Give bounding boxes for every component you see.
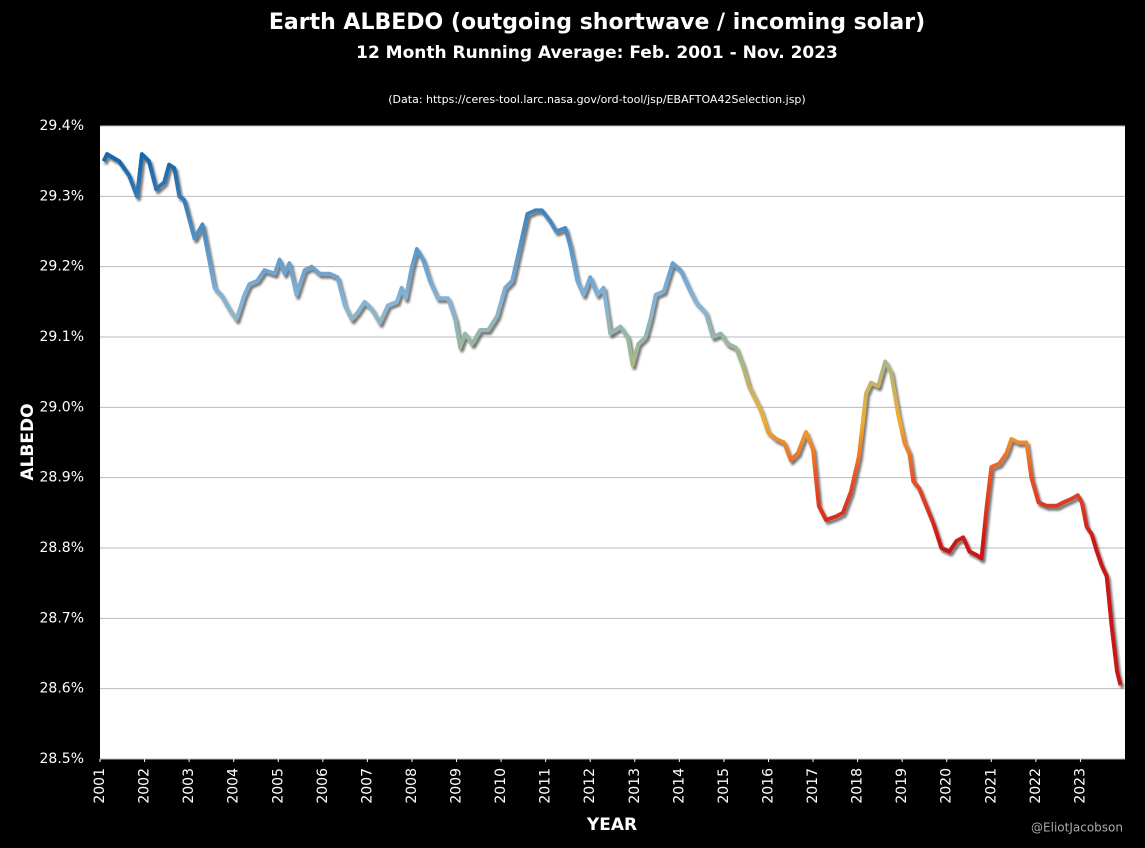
albedo-line bbox=[101, 152, 1123, 686]
y-tick-label: 29.1% bbox=[40, 329, 84, 345]
y-tick-label: 28.6% bbox=[40, 681, 84, 697]
x-tick-label: 2016 bbox=[760, 768, 776, 804]
x-tick-label: 2015 bbox=[716, 768, 732, 804]
x-tick-label: 2022 bbox=[1028, 768, 1044, 804]
credit: @EliotJacobson bbox=[1031, 821, 1123, 835]
chart-subtitle: 12 Month Running Average: Feb. 2001 - No… bbox=[356, 43, 838, 63]
y-tick-label: 29.3% bbox=[40, 188, 84, 204]
x-tick-label: 2017 bbox=[805, 768, 821, 804]
x-axis-label: YEAR bbox=[586, 815, 637, 835]
x-tick-label: 2019 bbox=[894, 768, 910, 804]
x-tick-label: 2008 bbox=[404, 768, 420, 804]
x-tick-label: 2023 bbox=[1072, 768, 1088, 804]
plot-area bbox=[100, 126, 1125, 759]
x-tick-label: 2014 bbox=[671, 768, 687, 804]
x-tick-label: 2012 bbox=[582, 768, 598, 804]
y-tick-label: 29.2% bbox=[40, 259, 84, 275]
x-tick-label: 2007 bbox=[359, 768, 375, 804]
x-tick-label: 2003 bbox=[181, 768, 197, 804]
chart-title: Earth ALBEDO (outgoing shortwave / incom… bbox=[269, 10, 925, 35]
y-axis-label: ALBEDO bbox=[18, 403, 38, 480]
y-tick-label: 29.4% bbox=[40, 118, 84, 134]
x-tick-label: 2009 bbox=[449, 768, 465, 804]
x-tick-label: 2005 bbox=[270, 768, 286, 804]
source-note: (Data: https://ceres-tool.larc.nasa.gov/… bbox=[388, 93, 805, 106]
x-tick-label: 2020 bbox=[939, 768, 955, 804]
x-tick-label: 2004 bbox=[226, 768, 242, 804]
x-tick-label: 2018 bbox=[850, 768, 866, 804]
x-tick-label: 2010 bbox=[493, 768, 509, 804]
y-tick-label: 28.8% bbox=[40, 540, 84, 556]
y-tick-label: 29.0% bbox=[40, 399, 84, 415]
x-tick-label: 2006 bbox=[315, 768, 331, 804]
x-tick-label: 2011 bbox=[538, 768, 554, 804]
y-tick-label: 28.9% bbox=[40, 470, 84, 486]
x-tick-label: 2013 bbox=[627, 768, 643, 804]
x-tick-label: 2001 bbox=[92, 768, 108, 804]
x-tick-label: 2021 bbox=[983, 768, 999, 804]
y-tick-label: 28.5% bbox=[40, 751, 84, 767]
x-tick-label: 2002 bbox=[137, 768, 153, 804]
y-tick-label: 28.7% bbox=[40, 610, 84, 626]
